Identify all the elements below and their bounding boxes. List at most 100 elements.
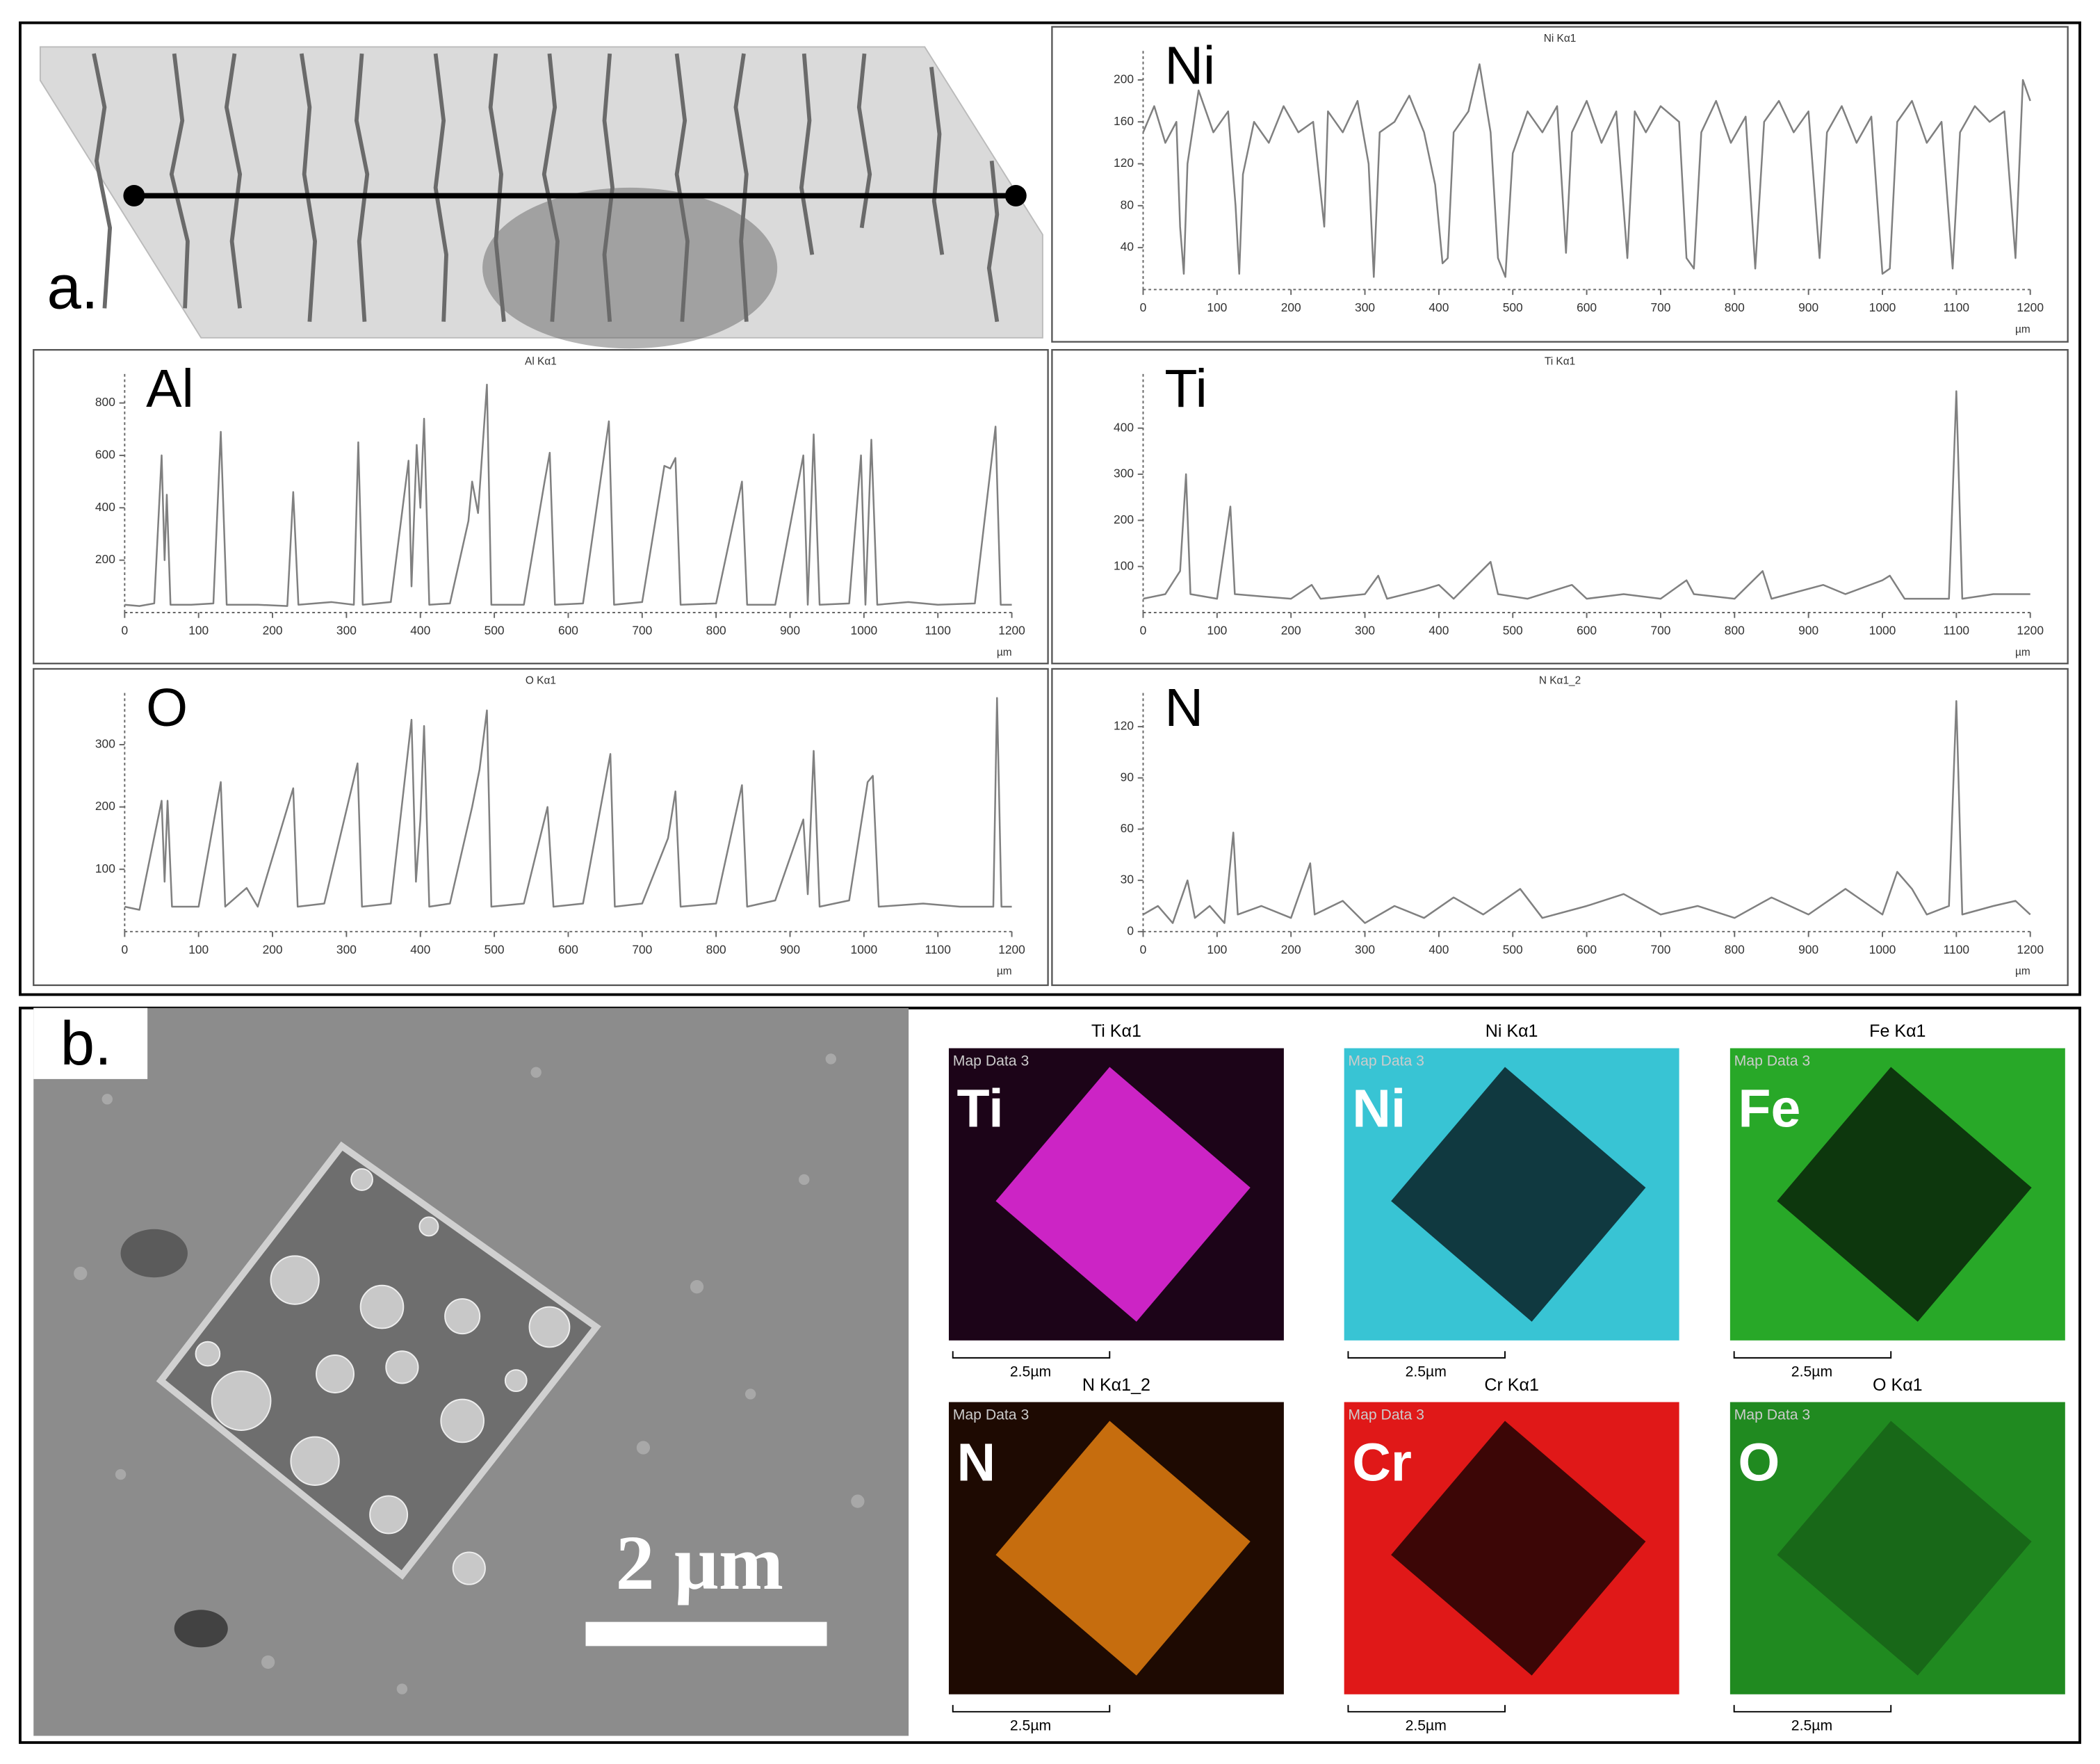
x-tick-label: 700 — [1650, 942, 1670, 956]
x-tick-label: 1000 — [1869, 942, 1896, 956]
x-tick-label: 1000 — [851, 624, 878, 638]
chart-frame — [1051, 349, 2069, 665]
map-note: Map Data 3 — [1348, 1053, 1424, 1069]
y-tick-label: 400 — [1114, 420, 1134, 434]
x-tick-label: 900 — [1798, 624, 1818, 638]
y-tick-label: 100 — [95, 861, 115, 875]
x-tick-label: 1000 — [1869, 624, 1896, 638]
map-title: N Kα1_2 — [1082, 1375, 1150, 1395]
y-tick-label: 600 — [95, 448, 115, 462]
x-tick-label: 1100 — [1944, 942, 1969, 956]
map-scale-bar — [1733, 1351, 1892, 1359]
map-note: Map Data 3 — [953, 1407, 1029, 1423]
scale-bar-label: 2 µm — [616, 1520, 783, 1606]
x-tick-label: 1200 — [2017, 300, 2044, 314]
x-tick-label: 700 — [632, 624, 652, 638]
y-tick-label: 300 — [1114, 467, 1134, 480]
chart-title: N Kα1_2 — [1539, 674, 1581, 686]
map-scale-bar — [1733, 1705, 1892, 1713]
data-line — [124, 697, 1012, 911]
map-title: Ni Kα1 — [1486, 1021, 1538, 1041]
map-title: Fe Kα1 — [1869, 1021, 1926, 1041]
x-tick-label: 200 — [263, 624, 283, 638]
x-tick-label: 1200 — [2017, 624, 2044, 638]
chart-frame — [1051, 26, 2069, 343]
y-tick-label: 120 — [1114, 156, 1134, 170]
x-tick-label: 300 — [336, 942, 357, 956]
data-line — [1142, 63, 2031, 278]
x-unit: µm — [2015, 323, 2030, 335]
x-tick-label: 600 — [1577, 942, 1597, 956]
map-scale-label: 2.5µm — [1010, 1364, 1051, 1380]
x-tick-label: 100 — [1207, 624, 1227, 638]
element-map — [1344, 1402, 1679, 1694]
x-tick-label: 800 — [1725, 942, 1745, 956]
map-note: Map Data 3 — [1348, 1407, 1424, 1423]
y-tick-label: 200 — [95, 552, 115, 566]
panel-a-frame — [19, 21, 2081, 996]
x-tick-label: 100 — [188, 942, 209, 956]
data-line — [124, 383, 1012, 607]
x-tick-label: 400 — [1429, 624, 1449, 638]
x-tick-label: 500 — [1503, 300, 1523, 314]
map-title: O Kα1 — [1873, 1375, 1923, 1395]
x-tick-label: 0 — [1140, 300, 1147, 314]
data-line — [1143, 390, 2030, 600]
x-unit: µm — [997, 966, 1012, 978]
map-title: Ti Kα1 — [1091, 1021, 1141, 1041]
x-tick-label: 100 — [1207, 300, 1227, 314]
y-tick-label: 300 — [95, 737, 115, 751]
scale-bar — [585, 1621, 827, 1646]
x-unit: µm — [997, 647, 1012, 658]
x-tick-label: 1200 — [998, 942, 1025, 956]
y-tick-label: 80 — [1121, 197, 1134, 211]
map-element-label: Ti — [957, 1078, 1004, 1138]
map-particle — [1391, 1067, 1646, 1322]
element-label: Ni — [1164, 36, 1215, 96]
x-tick-label: 700 — [1650, 624, 1670, 638]
x-tick-label: 1100 — [925, 942, 951, 956]
x-tick-label: 600 — [1577, 300, 1597, 314]
map-scale-bar — [1347, 1351, 1506, 1359]
x-tick-label: 300 — [1355, 624, 1375, 638]
element-label: Ti — [1164, 359, 1207, 419]
x-tick-label: 300 — [1355, 300, 1375, 314]
map-particle — [995, 1421, 1251, 1676]
map-element-label: Fe — [1738, 1078, 1800, 1138]
x-tick-label: 900 — [780, 942, 800, 956]
x-tick-label: 200 — [263, 942, 283, 956]
x-tick-label: 1100 — [1944, 300, 1969, 314]
panel-label: a. — [47, 253, 99, 322]
x-tick-label: 700 — [1650, 300, 1670, 314]
x-tick-label: 300 — [336, 624, 357, 638]
y-tick-label: 60 — [1121, 821, 1134, 835]
x-tick-label: 400 — [1429, 300, 1449, 314]
x-tick-label: 600 — [558, 942, 578, 956]
chart-frame — [1051, 667, 2069, 987]
data-line — [1142, 699, 2031, 924]
map-element-label: Cr — [1352, 1432, 1412, 1492]
map-element-label: N — [957, 1432, 996, 1492]
y-tick-label: 30 — [1121, 873, 1134, 887]
y-tick-label: 120 — [1114, 719, 1134, 733]
x-tick-label: 900 — [780, 624, 800, 638]
x-tick-label: 700 — [632, 942, 652, 956]
chart-title: O Kα1 — [526, 674, 556, 686]
y-tick-label: 200 — [95, 799, 115, 813]
x-tick-label: 1100 — [925, 624, 951, 638]
x-tick-label: 200 — [1281, 624, 1301, 638]
map-scale-label: 2.5µm — [1010, 1718, 1051, 1734]
x-tick-label: 500 — [485, 624, 505, 638]
x-tick-label: 900 — [1798, 300, 1818, 314]
map-particle — [1777, 1421, 2032, 1676]
x-tick-label: 0 — [122, 942, 129, 956]
element-map — [948, 1048, 1284, 1341]
map-element-label: O — [1738, 1432, 1780, 1492]
map-scale-label: 2.5µm — [1791, 1364, 1832, 1380]
x-unit: µm — [2015, 966, 2030, 978]
chart-title: Ti Kα1 — [1545, 356, 1575, 368]
map-element-label: Ni — [1352, 1078, 1406, 1138]
y-tick-label: 0 — [1127, 923, 1134, 937]
map-scale-bar — [1347, 1705, 1506, 1713]
